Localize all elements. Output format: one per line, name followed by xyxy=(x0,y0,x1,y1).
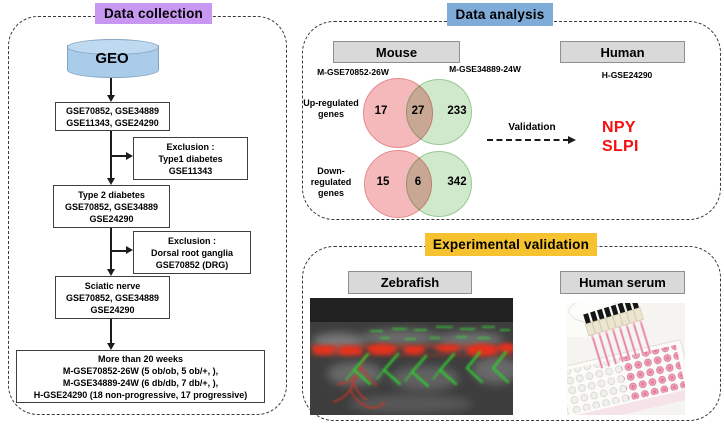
experimental-validation-header: Experimental validation xyxy=(425,233,597,256)
box-exclusion-type1: Exclusion : Type1 diabetes GSE11343 xyxy=(133,137,248,180)
box-line: M-GSE70852-26W (5 ob/ob, 5 ob/+, ), xyxy=(62,365,219,376)
validated-genes: NPY SLPI xyxy=(602,119,639,156)
dataset-label-mouse-left: M-GSE70852-26W xyxy=(317,67,389,77)
validation-label: Validation xyxy=(508,122,556,133)
box-line: Exclusion : xyxy=(166,141,215,152)
gene-slpi: SLPI xyxy=(602,137,639,155)
arrow-right-icon xyxy=(126,246,133,254)
box-initial-datasets: GSE70852, GSE34889 GSE11343, GSE24290 xyxy=(55,102,170,131)
venn-up-left-count: 17 xyxy=(374,105,388,117)
box-line: GSE70852, GSE34889 xyxy=(65,292,160,303)
box-line: GSE11343 xyxy=(168,165,213,176)
box-line: GSE70852, GSE34889 xyxy=(65,105,160,116)
data-collection-header: Data collection xyxy=(95,3,212,24)
box-line: GSE70852 (DRG) xyxy=(155,259,229,270)
human-serum-label-box: Human serum xyxy=(560,271,685,294)
box-line: GSE70852, GSE34889 xyxy=(64,201,159,212)
venn-down-left-count: 15 xyxy=(376,176,390,188)
arrow-line xyxy=(110,226,112,270)
box-line: H-GSE24290 (18 non-progressive, 17 progr… xyxy=(33,389,248,400)
arrow-down-icon xyxy=(107,178,115,185)
venn-down-right-count: 342 xyxy=(447,176,467,188)
box-line: GSE24290 xyxy=(90,304,135,315)
arrow-down-icon xyxy=(107,95,115,102)
box-line: M-GSE34889-24W (6 db/db, 7 db/+, ), xyxy=(62,377,219,388)
validation-dashed-arrow xyxy=(487,139,569,141)
box-sciatic-nerve: Sciatic nerve GSE70852, GSE34889 GSE2429… xyxy=(55,276,170,319)
human-serum-image xyxy=(567,303,685,415)
box-more-than-20-weeks: More than 20 weeks M-GSE70852-26W (5 ob/… xyxy=(16,350,265,403)
zebrafish-fluorescence-image xyxy=(310,298,513,415)
venn-up-overlap-count: 27 xyxy=(411,105,425,117)
box-exclusion-drg: Exclusion : Dorsal root ganglia GSE70852… xyxy=(133,231,251,274)
mouse-label-box: Mouse xyxy=(333,41,460,63)
arrow-right-icon xyxy=(568,136,576,144)
box-line: Exclusion : xyxy=(167,235,216,246)
box-line: Type 2 diabetes xyxy=(78,189,145,200)
box-type2-diabetes: Type 2 diabetes GSE70852, GSE34889 GSE24… xyxy=(53,185,170,228)
arrow-down-icon xyxy=(107,269,115,276)
arrow-line xyxy=(110,129,112,183)
branch-line xyxy=(111,250,126,252)
gene-npy: NPY xyxy=(602,119,636,136)
box-line: Dorsal root ganglia xyxy=(150,247,233,258)
box-line: GSE24290 xyxy=(89,213,134,224)
arrow-line xyxy=(110,317,112,343)
database-label: GEO xyxy=(95,50,129,67)
human-label-box: Human xyxy=(560,41,685,63)
venn-up-right-count: 233 xyxy=(447,105,467,117)
box-line: More than 20 weeks xyxy=(97,353,184,364)
arrow-down-icon xyxy=(107,343,115,350)
dataset-label-mouse-right: M-GSE34889-24W xyxy=(449,64,521,74)
box-line: Sciatic nerve xyxy=(84,280,141,291)
venn-down-label: Down- regulated genes xyxy=(310,166,352,198)
database-cylinder-icon xyxy=(67,39,159,55)
venn-up-right-circle xyxy=(406,79,472,145)
branch-line xyxy=(111,155,126,157)
box-line: GSE11343, GSE24290 xyxy=(66,117,159,128)
dataset-label-human: H-GSE24290 xyxy=(601,70,653,80)
box-line: Type1 diabetes xyxy=(158,153,223,164)
venn-down-overlap-count: 6 xyxy=(414,176,422,188)
arrow-right-icon xyxy=(126,152,133,160)
zebrafish-label-box: Zebrafish xyxy=(348,271,472,294)
data-analysis-header: Data analysis xyxy=(447,3,553,26)
venn-down-right-circle xyxy=(406,151,472,217)
arrow-line xyxy=(110,78,112,95)
venn-up-label: Up-regulated genes xyxy=(303,98,359,119)
